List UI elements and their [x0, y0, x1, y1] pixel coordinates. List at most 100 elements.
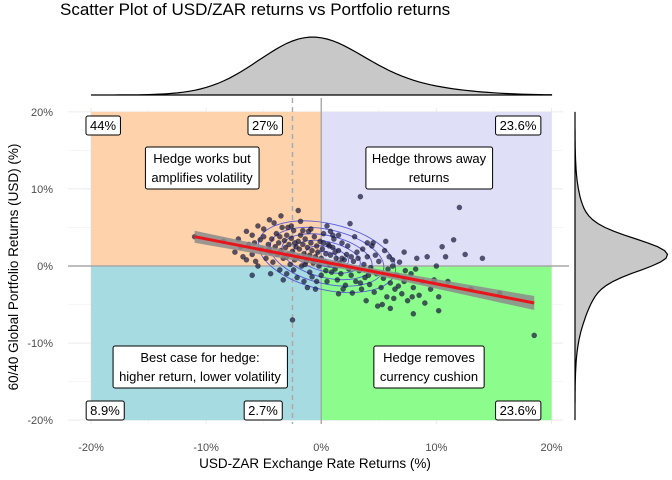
- data-point: [359, 246, 366, 252]
- data-point: [376, 258, 382, 265]
- data-point: [348, 254, 354, 260]
- data-point: [269, 236, 275, 242]
- data-point: [531, 332, 537, 339]
- data-point: [313, 278, 320, 285]
- data-point: [283, 232, 290, 238]
- quadrant-bottom-right: [321, 266, 552, 421]
- data-point: [384, 294, 390, 300]
- x-axis-label: USD-ZAR Exchange Rate Returns (%): [199, 456, 431, 471]
- y-axis-label: 60/40 Global Portfolio Returns (USD) (%): [6, 144, 21, 391]
- data-point: [260, 226, 267, 232]
- data-point: [289, 317, 296, 323]
- percent-bottom-center: 2.7%: [243, 400, 283, 421]
- data-point: [378, 284, 384, 291]
- data-point: [308, 240, 314, 246]
- percent-top-center-text: 27%: [252, 118, 278, 133]
- data-point: [304, 244, 311, 251]
- percent-bottom-right: 23.6%: [495, 400, 542, 421]
- data-point: [328, 269, 335, 275]
- data-point: [354, 249, 360, 255]
- percent-top-center: 27%: [247, 115, 283, 136]
- data-point: [300, 241, 306, 248]
- data-point: [439, 243, 445, 250]
- y-marginal-density: [574, 111, 669, 421]
- data-point: [290, 227, 297, 234]
- data-point: [283, 270, 290, 277]
- percent-bottom-left: 8.9%: [85, 400, 125, 421]
- data-point: [263, 255, 269, 262]
- y-tick-label: -10%: [27, 338, 53, 350]
- data-point: [309, 247, 315, 254]
- data-point: [288, 223, 295, 229]
- data-point: [243, 257, 250, 263]
- data-point: [335, 290, 342, 297]
- data-point: [366, 281, 373, 288]
- x-tick-label: 0%: [313, 442, 329, 454]
- data-point: [395, 283, 402, 289]
- regression-line: [194, 230, 535, 310]
- data-point: [301, 278, 307, 285]
- percent-bottom-left-box: [85, 400, 125, 421]
- data-point: [399, 290, 405, 297]
- data-point: [374, 303, 381, 309]
- data-point: [435, 307, 442, 314]
- data-point: [255, 223, 261, 229]
- label-top-left-box: [144, 146, 260, 190]
- y-tick-label: 0%: [37, 261, 53, 273]
- data-point: [323, 250, 329, 257]
- data-point: [249, 272, 255, 278]
- data-point: [348, 272, 354, 278]
- data-point: [271, 220, 277, 226]
- label-top-left-line: amplifies volatility: [151, 170, 253, 185]
- label-top-right-line: Hedge throws away: [372, 151, 487, 166]
- data-point: [320, 230, 327, 237]
- data-point: [332, 249, 338, 255]
- data-point: [433, 263, 440, 269]
- data-point: [409, 294, 415, 300]
- data-point: [257, 237, 263, 243]
- data-point: [243, 228, 250, 235]
- data-point: [327, 252, 334, 258]
- data-point: [324, 278, 330, 285]
- data-point: [353, 278, 359, 285]
- x-tick-label: -10%: [193, 442, 219, 454]
- data-point: [302, 236, 308, 242]
- data-point: [381, 247, 388, 254]
- data-point: [297, 218, 304, 225]
- regression-line-stroke: [194, 235, 535, 305]
- data-point: [304, 284, 311, 291]
- data-point: [323, 267, 329, 274]
- percent-bottom-right-text: 23.6%: [500, 403, 537, 418]
- data-point: [279, 224, 285, 231]
- label-bottom-right-line: Hedge removes: [383, 350, 475, 365]
- data-point: [278, 213, 284, 219]
- data-point: [442, 254, 449, 260]
- data-point: [281, 237, 288, 244]
- data-point: [292, 240, 298, 246]
- data-point: [296, 246, 303, 252]
- data-point: [309, 274, 315, 280]
- percent-top-left-box: [85, 115, 121, 136]
- x-tick-label: 10%: [425, 442, 447, 454]
- data-point: [260, 233, 267, 240]
- data-point: [392, 286, 398, 292]
- data-point: [369, 243, 375, 249]
- percent-top-right: 23.6%: [495, 115, 542, 136]
- data-point: [330, 232, 336, 238]
- y-tick-label: -20%: [27, 415, 53, 427]
- data-point: [414, 255, 420, 262]
- data-point: [311, 233, 318, 240]
- data-point: [277, 233, 283, 240]
- data-point: [351, 233, 358, 240]
- data-point: [277, 267, 283, 273]
- data-point: [312, 286, 319, 292]
- data-point: [371, 289, 377, 295]
- data-point: [387, 305, 394, 312]
- label-top-left-line: Hedge works but: [153, 151, 251, 166]
- data-point: [266, 217, 273, 223]
- data-point: [286, 241, 292, 248]
- data-point: [344, 243, 351, 249]
- x-tick-label: 20%: [540, 442, 562, 454]
- label-top-right-line: returns: [409, 170, 450, 185]
